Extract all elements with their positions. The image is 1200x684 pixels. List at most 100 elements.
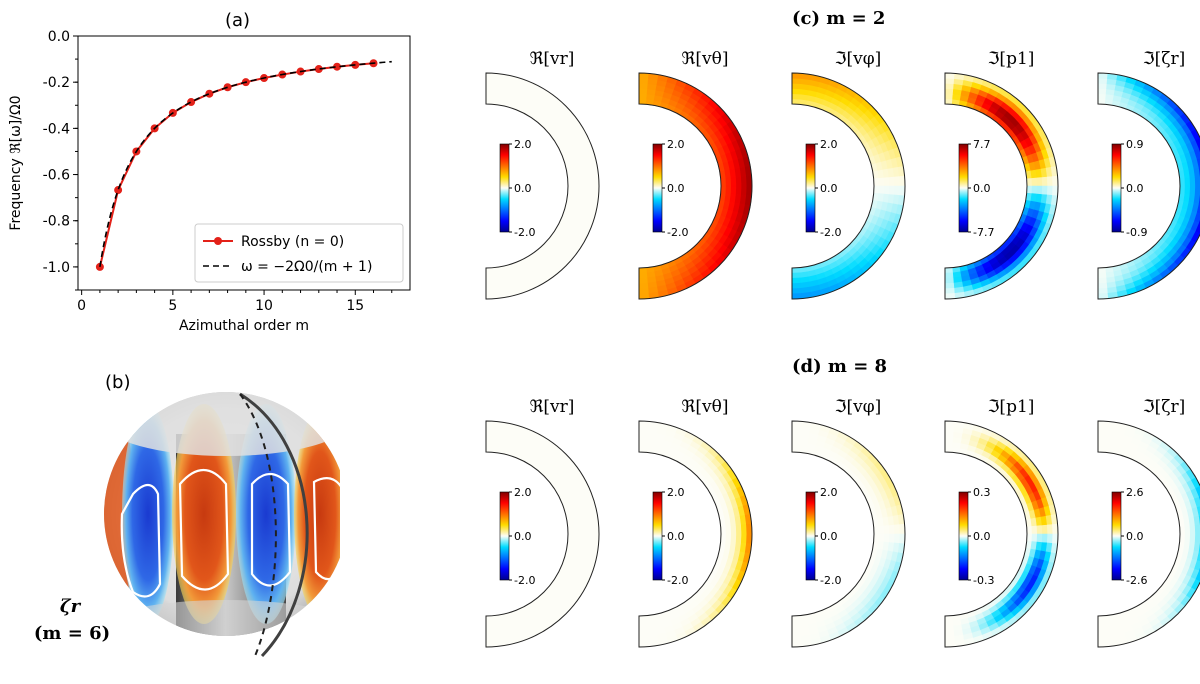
heat-cell xyxy=(638,267,647,274)
heat-cell xyxy=(1046,524,1054,535)
heat-cell xyxy=(485,635,496,643)
heat-cell xyxy=(730,177,737,187)
heat-cell xyxy=(791,267,800,274)
panel-title: ℑ[vφ] xyxy=(835,49,882,69)
panel-b-title: (b) xyxy=(105,372,131,393)
heat-cell xyxy=(485,267,494,274)
heat-cell xyxy=(638,293,650,300)
heat-cell xyxy=(791,630,802,637)
colorbar-label: 0.0 xyxy=(514,530,532,543)
colorbar-label: 0.0 xyxy=(667,182,685,195)
heat-cell xyxy=(725,533,732,543)
colorbar xyxy=(499,491,510,581)
x-axis-label: Azimuthal order m xyxy=(179,318,309,334)
heat-cell xyxy=(567,178,574,187)
heat-cell xyxy=(944,282,955,289)
colorbar xyxy=(805,143,816,233)
heat-cell xyxy=(720,185,727,194)
heat-cell xyxy=(582,524,589,535)
row-c-title: (c) m = 2 xyxy=(792,8,886,29)
heat-cell xyxy=(485,420,497,427)
sphere-bottom-cap xyxy=(104,600,340,636)
heat-cell xyxy=(1046,185,1054,196)
heat-cell xyxy=(582,533,589,544)
heat-cell xyxy=(791,625,801,632)
heat-cell xyxy=(1031,177,1038,187)
heat-cell xyxy=(593,185,600,197)
heatmap-row-m8: ℜ[vr] 2.0 0.0 -2.0 ℜ[vθ] 2.0 0.0 -2.0 ℑ[vφ] 2.0 0.… xyxy=(485,397,1200,648)
heat-cell xyxy=(883,185,890,195)
heat-cell xyxy=(791,77,802,85)
heat-cell xyxy=(1031,525,1038,535)
heat-cell xyxy=(577,185,584,195)
heat-cell xyxy=(638,441,648,448)
heat-cell xyxy=(746,175,753,187)
heat-cell xyxy=(1097,635,1108,643)
heat-cell xyxy=(1179,178,1186,187)
heat-cell xyxy=(485,620,495,627)
sphere-label-m: (m = 6) xyxy=(34,623,110,644)
heat-cell xyxy=(883,525,890,535)
heat-cell xyxy=(572,525,579,535)
heat-cell xyxy=(944,88,954,95)
heat-cell xyxy=(1194,148,1200,160)
heat-cell xyxy=(485,277,495,284)
heat-cell xyxy=(888,185,895,196)
heat-cell xyxy=(485,272,495,279)
colorbar-label: 0.0 xyxy=(514,182,532,195)
heat-cell xyxy=(1097,436,1107,443)
heat-cell xyxy=(746,185,753,197)
heat-cell xyxy=(1046,176,1054,187)
panel-title: ℑ[p1] xyxy=(988,397,1035,417)
heat-cell xyxy=(577,533,584,543)
heat-cell xyxy=(1097,625,1107,632)
heat-cell xyxy=(1195,138,1200,150)
heat-cell xyxy=(944,72,956,79)
heat-cell xyxy=(485,441,495,448)
legend-label-rossby: Rossby (n = 0) xyxy=(241,234,344,250)
heat-cell xyxy=(1052,533,1059,545)
heat-cell xyxy=(1026,178,1033,187)
heat-cell xyxy=(1097,282,1108,289)
heat-cell xyxy=(1097,441,1107,448)
shell-outline xyxy=(944,72,1059,300)
heat-cell xyxy=(791,272,801,279)
heat-cell xyxy=(944,77,955,85)
heat-cell xyxy=(1026,526,1033,535)
panel-title: ℑ[p1] xyxy=(988,49,1035,69)
data-point xyxy=(114,186,123,195)
heat-cell xyxy=(944,93,954,100)
heat-cell xyxy=(1097,287,1108,295)
heat-cell xyxy=(638,282,649,289)
heat-cell xyxy=(587,524,595,535)
heat-cell xyxy=(638,287,649,295)
heat-cell xyxy=(485,88,495,95)
colorbar xyxy=(652,143,663,233)
meridian-solid-arc xyxy=(239,392,309,658)
colorbar-label: 2.0 xyxy=(514,486,532,499)
heat-cell xyxy=(485,436,495,443)
colorbar-label: -2.0 xyxy=(820,226,841,239)
heat-cell xyxy=(582,185,589,196)
heat-cell xyxy=(1097,77,1108,85)
legend-marker-rossby xyxy=(214,237,222,245)
heat-cell xyxy=(1031,533,1038,543)
colorbar-label: 2.0 xyxy=(667,486,685,499)
heat-cell xyxy=(735,176,742,187)
heat-cell xyxy=(485,72,497,79)
heat-cell xyxy=(1190,477,1200,489)
heat-cell xyxy=(587,176,595,187)
heat-cell xyxy=(1097,620,1107,627)
shell-outline xyxy=(485,420,600,648)
shell-outline xyxy=(791,72,906,300)
heat-cell xyxy=(638,436,648,443)
heat-cell xyxy=(485,287,496,295)
data-point xyxy=(333,62,342,71)
meridional-panel: ℑ[vφ] 2.0 0.0 -2.0 xyxy=(791,49,906,300)
colorbar-label: 0.9 xyxy=(1126,138,1144,151)
heat-cell xyxy=(485,446,494,453)
heat-cell xyxy=(1097,93,1107,100)
heat-cell xyxy=(740,533,748,544)
heat-cell xyxy=(730,533,737,543)
heat-cell xyxy=(1046,533,1054,544)
